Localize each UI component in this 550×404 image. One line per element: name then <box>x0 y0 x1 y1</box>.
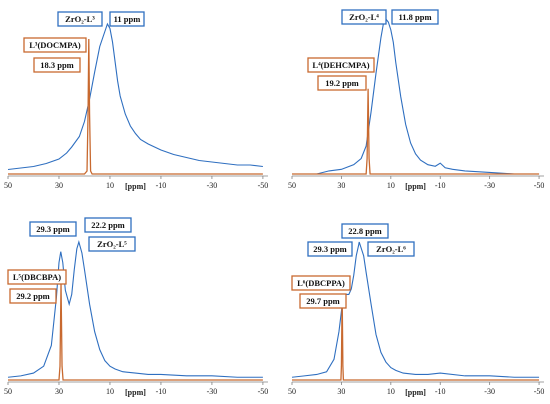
ligand-peak-label-box <box>299 293 347 309</box>
complex-label-box <box>88 236 136 252</box>
ligand-label-box <box>307 57 375 73</box>
complex-label-box <box>341 9 387 25</box>
complex-label: ZrO₂-L⁶ <box>376 244 406 254</box>
complex-peak-label-box <box>109 11 145 27</box>
spectrum-line-complex <box>7 240 263 378</box>
x-tick-label: 30 <box>337 181 345 190</box>
x-tick-label: 50 <box>288 181 296 190</box>
spectrum-line-complex <box>292 18 540 175</box>
ligand-peak-label: 19.2 ppm <box>325 78 359 88</box>
x-tick-label: -50 <box>258 387 269 396</box>
complex-peak-label-box <box>84 217 132 233</box>
ligand-label: L³(DOCMPA) <box>29 40 81 50</box>
panel-1: 50 30 10 -10 -30 -50 [ppm] ZrO₂-L³ 11 ppm L³(DOCM… <box>4 11 269 191</box>
x-tick-label: 50 <box>4 387 12 396</box>
complex-peak-label-box <box>391 9 439 25</box>
x-tick-label: -10 <box>156 387 167 396</box>
panel-3: 50 30 10 -10 -30 -50 [ppm] 29.3 ppm 22.2 ppm ZrO₂… <box>4 217 269 397</box>
x-tick-label: 10 <box>387 181 395 190</box>
x-tick-label: 10 <box>106 181 114 190</box>
ligand-peak-label: 18.3 ppm <box>40 60 74 70</box>
complex-label-box <box>57 11 103 27</box>
x-tick-label: -50 <box>534 387 545 396</box>
complex-peak-label-box <box>341 223 389 239</box>
ligand-label: L⁴(DEHCMPA) <box>312 60 369 70</box>
complex-peak-label: 22.8 ppm <box>348 226 382 236</box>
ligand-peak-label-box <box>317 75 367 91</box>
x-tick-label: -50 <box>258 181 269 190</box>
spectrum-line-complex <box>7 22 263 171</box>
complex-label: ZrO₂-L⁴ <box>349 12 379 22</box>
x-tick-label: -50 <box>534 181 545 190</box>
ligand-label-box <box>23 37 87 53</box>
x-tick-label: -30 <box>207 387 218 396</box>
complex-extra-peak-label: 29.3 ppm <box>36 224 70 234</box>
x-tick-label: -10 <box>435 181 446 190</box>
ligand-peak-label: 29.2 ppm <box>16 291 50 301</box>
ligand-peak-label: 29.7 ppm <box>306 296 340 306</box>
x-tick-label: 30 <box>55 181 63 190</box>
x-axis-label: [ppm] <box>405 388 426 397</box>
complex-label: ZrO₂-L⁵ <box>97 239 127 249</box>
ligand-label: L⁵(DBCBPA) <box>13 272 61 282</box>
x-tick-label: -10 <box>156 181 167 190</box>
spectrum-line-complex <box>291 241 540 378</box>
x-tick-label: 10 <box>387 387 395 396</box>
x-tick-label: -30 <box>484 181 495 190</box>
x-tick-label: 10 <box>106 387 114 396</box>
x-axis-label: [ppm] <box>125 388 146 397</box>
x-tick-label: 50 <box>4 181 12 190</box>
complex-extra-peak-label-box <box>29 221 77 237</box>
ligand-peak-label-box <box>9 288 57 304</box>
ligand-label-box <box>7 269 67 285</box>
complex-peak-label: 22.2 ppm <box>91 220 125 230</box>
x-axis-label: [ppm] <box>405 182 426 191</box>
x-tick-label: -30 <box>484 387 495 396</box>
ligand-label-box <box>291 275 351 291</box>
x-tick-label: 50 <box>288 387 296 396</box>
complex-peak-label: 11 ppm <box>114 14 141 24</box>
spectrum-line-ligand <box>292 88 540 175</box>
panel-2: 50 30 10 -10 -30 -50 [ppm] ZrO₂-L⁴ 11.8 ppm L⁴(DE… <box>288 9 545 191</box>
complex-peak-label: 11.8 ppm <box>398 12 431 22</box>
complex-label-box <box>367 241 415 257</box>
complex-extra-peak-label-box <box>307 241 353 257</box>
complex-label: ZrO₂-L³ <box>65 14 95 24</box>
ligand-label: L⁶(DBCPPA) <box>297 278 345 288</box>
complex-extra-peak-label: 29.3 ppm <box>313 244 347 254</box>
x-tick-label: -10 <box>435 387 446 396</box>
x-tick-label: 30 <box>337 387 345 396</box>
x-tick-label: -30 <box>207 181 218 190</box>
x-axis-label: [ppm] <box>125 182 146 191</box>
spectrum-line-ligand <box>8 38 263 175</box>
ligand-peak-label-box <box>33 57 81 73</box>
x-tick-label: 30 <box>55 387 63 396</box>
